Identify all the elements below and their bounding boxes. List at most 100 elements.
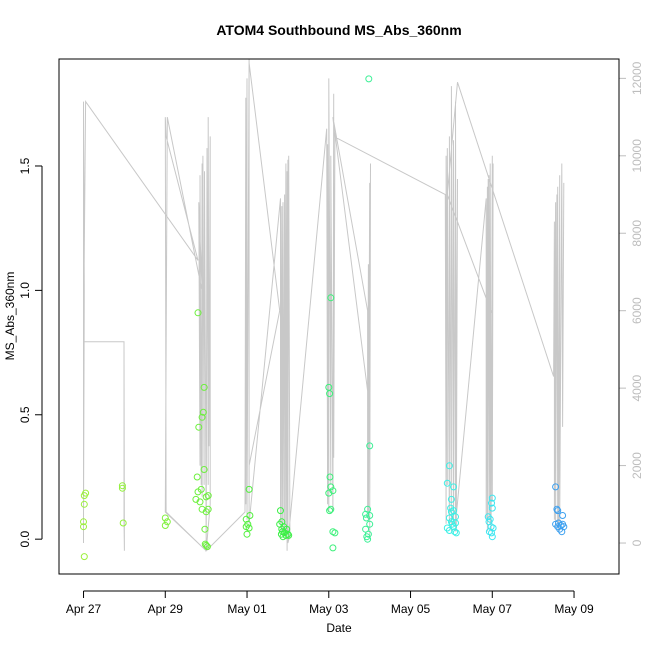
- data-point: [365, 75, 373, 83]
- y-tick-label: 0.5: [18, 406, 32, 423]
- data-point: [559, 512, 567, 519]
- data-point: [488, 494, 496, 502]
- data-point: [196, 498, 204, 506]
- y-axis-label: MS_Abs_360nm: [3, 272, 17, 361]
- y2-tick-label: 2000: [630, 452, 644, 479]
- data-point: [443, 479, 451, 487]
- data-point: [488, 504, 496, 512]
- y2-tick-label: 6000: [630, 297, 644, 324]
- data-point: [554, 507, 562, 515]
- data-point: [245, 485, 253, 493]
- y2-tick-label: 10000: [630, 139, 644, 173]
- points-layer: [80, 75, 568, 561]
- data-point: [445, 527, 453, 534]
- data-point: [245, 524, 253, 532]
- data-point: [243, 530, 251, 538]
- data-point: [451, 528, 459, 536]
- data-point: [80, 518, 87, 526]
- data-point: [118, 484, 126, 492]
- data-point: [553, 505, 561, 513]
- data-point: [80, 500, 88, 508]
- data-point: [244, 520, 252, 528]
- y2-tick-label: 8000: [630, 220, 644, 247]
- data-point: [118, 482, 126, 490]
- data-point: [331, 529, 339, 537]
- data-point: [242, 515, 250, 523]
- data-point: [278, 518, 286, 526]
- data-point: [450, 507, 457, 515]
- data-point: [552, 483, 560, 491]
- secondary-series-line: [82, 58, 565, 553]
- data-point: [488, 533, 496, 541]
- data-point: [364, 505, 372, 513]
- y2-tick-label: 12000: [630, 61, 644, 95]
- data-point: [202, 541, 210, 549]
- x-axis-label: Date: [326, 621, 352, 635]
- y2-tick-label: 4000: [630, 374, 644, 401]
- data-point: [202, 493, 210, 501]
- data-point: [452, 529, 460, 537]
- data-point: [200, 466, 208, 473]
- data-point: [197, 485, 205, 493]
- data-point: [204, 505, 212, 513]
- data-point: [366, 512, 374, 519]
- data-point: [452, 519, 459, 527]
- data-point: [327, 294, 335, 302]
- y-tick-label: 1.5: [18, 157, 32, 174]
- data-point: [195, 423, 203, 431]
- data-point: [364, 530, 372, 538]
- data-point: [203, 543, 211, 551]
- y2-tick-label: 0: [630, 539, 644, 546]
- data-point: [119, 519, 127, 527]
- y-tick-label: 1.0: [18, 282, 32, 299]
- data-point: [199, 408, 207, 416]
- x-tick-label: Apr 29: [148, 602, 184, 616]
- data-point: [204, 492, 212, 500]
- data-point: [450, 483, 457, 491]
- plot-frame: [58, 58, 620, 575]
- data-point: [326, 390, 334, 398]
- data-point: [326, 473, 334, 481]
- data-point: [559, 520, 567, 528]
- data-point: [445, 514, 453, 522]
- x-tick-label: May 05: [391, 602, 431, 616]
- data-point: [327, 505, 335, 513]
- data-point: [80, 523, 87, 531]
- data-point: [488, 499, 495, 507]
- data-point: [283, 525, 291, 533]
- data-point: [246, 512, 254, 519]
- data-point: [200, 383, 208, 391]
- data-point: [488, 529, 495, 537]
- data-point: [329, 544, 337, 552]
- data-point: [366, 442, 374, 450]
- data-point: [447, 495, 455, 503]
- data-point: [445, 462, 453, 470]
- data-point: [285, 531, 293, 539]
- y-tick-label: 0.0: [18, 531, 32, 548]
- data-point: [163, 518, 171, 526]
- data-point: [80, 553, 88, 561]
- x-tick-label: May 09: [554, 602, 594, 616]
- data-point: [82, 489, 90, 497]
- data-point: [284, 530, 292, 538]
- data-point: [193, 473, 201, 481]
- data-point: [326, 507, 334, 515]
- x-tick-label: Apr 27: [66, 602, 102, 616]
- data-point: [161, 514, 169, 522]
- chart-title: ATOM4 Southbound MS_Abs_360nm: [216, 22, 461, 38]
- data-point: [277, 507, 284, 515]
- data-point: [161, 522, 169, 529]
- data-point: [366, 520, 374, 528]
- data-point: [194, 309, 202, 317]
- x-tick-label: May 03: [309, 602, 349, 616]
- data-point: [489, 524, 497, 532]
- x-tick-label: May 07: [473, 602, 513, 616]
- data-point: [198, 413, 206, 421]
- data-point: [327, 483, 335, 491]
- data-point: [364, 535, 372, 543]
- x-tick-label: May 01: [227, 602, 267, 616]
- data-point: [329, 487, 337, 495]
- secondary-trace-layer: [82, 58, 565, 553]
- data-point: [201, 525, 209, 533]
